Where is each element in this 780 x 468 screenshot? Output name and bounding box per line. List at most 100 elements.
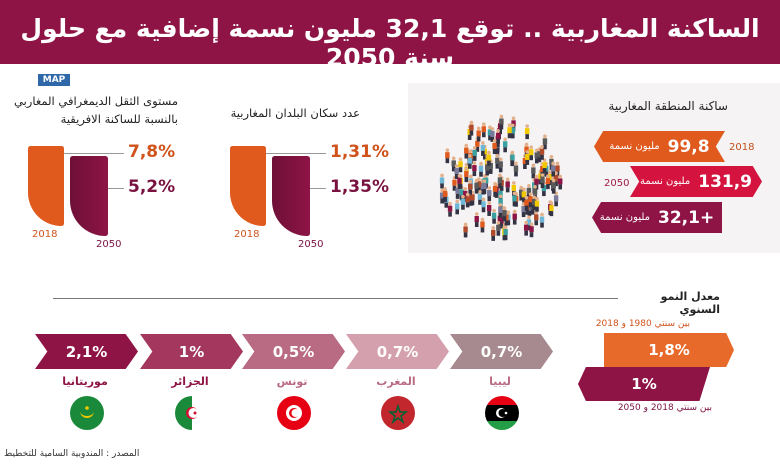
countries-chart-title: عدد سكان البلدان المغاربية [230,106,360,120]
person-icon [457,173,462,189]
region-value: 131,9 [698,171,753,192]
region-row-2050: 131,9 مليون نسمة [630,166,762,197]
libya-flag-icon [485,396,519,430]
growth-title: معدل النمو السنوي [660,290,720,316]
person-icon [439,173,445,189]
page-title: الساكنة المغاربية .. توقع 32,1 مليون نسم… [20,14,760,72]
person-icon [481,197,486,213]
person-icon [558,174,563,190]
person-icon [549,201,554,217]
leader-line [266,153,326,154]
person-icon [510,123,515,139]
country-name: تونس [276,375,308,388]
person-icon [468,179,473,195]
person-icon [524,124,530,140]
person-icon [539,145,545,160]
year-label: 2018 [234,229,260,240]
weight-chart-title: مستوى الثقل الديمغرافي المغاربي بالنسبة … [0,92,178,128]
person-icon [553,191,559,207]
person-icon [442,187,448,202]
person-icon [539,212,545,228]
person-icon [521,187,527,203]
person-icon [486,150,492,166]
person-icon [545,174,551,190]
person-icon [477,189,483,205]
year-label: 2050 [298,239,324,250]
person-icon [472,146,477,161]
person-icon [458,157,463,173]
person-icon [510,150,515,166]
person-icon [502,137,508,153]
person-icon [451,156,456,172]
country-name: موريتانيا [62,375,108,388]
person-icon [492,139,497,154]
person-icon [540,173,545,189]
person-icon [497,173,503,189]
person-icon [518,185,524,201]
person-icon [486,201,492,216]
person-icon [495,153,500,169]
tunisia-flag-icon [277,396,311,430]
country-name: المغرب [376,375,416,388]
source-note: المصدر : المندوبية السامية للتخطيط [4,449,140,459]
country-name: الجزائر [171,375,209,388]
person-icon [523,220,529,236]
person-icon [528,192,533,208]
person-icon [474,178,479,194]
person-icon [463,222,468,238]
person-icon [460,194,466,210]
person-icon [526,215,532,231]
period-label: بين سنتي 1980 و 2018 [595,319,690,329]
weight-title-line2: بالنسبة للساكنة الافريقية [60,112,178,126]
person-icon [505,177,510,193]
person-icon [454,199,460,215]
person-icon [507,123,512,139]
person-icon [534,196,540,212]
person-icon [472,161,477,177]
mauritania-flag-icon [70,396,104,430]
morocco-flag-icon [381,396,415,430]
person-icon [464,143,469,159]
crowd-illustration [439,114,563,241]
growth-chevron: 1% [140,334,243,369]
person-icon [480,141,486,156]
year-label: 2018 [32,229,58,240]
person-icon [491,208,497,224]
person-icon [465,192,470,208]
growth-chevron: 0,7% [450,334,553,369]
section-divider [53,298,618,299]
person-icon [528,145,534,161]
year-label: 2050 [96,239,122,250]
person-icon [512,209,517,225]
growth-chevron: 2,1% [35,334,138,369]
person-icon [498,157,503,173]
person-icon [490,127,495,142]
region-year: 2018 [729,142,755,153]
person-icon [525,150,530,165]
weight-bar-2018 [28,146,64,226]
person-icon [524,195,529,211]
region-unit: مليون نسمة [599,212,651,223]
country-name: ليبيا [489,375,511,388]
person-icon [495,129,501,144]
person-icon [454,164,459,180]
header-band [0,0,780,64]
algeria-flag-icon [175,396,209,430]
person-icon [469,120,474,136]
person-icon [496,220,501,236]
person-icon [503,225,508,241]
person-icon [531,163,536,179]
person-icon [481,122,487,138]
leader-line [310,188,326,189]
weight-value-2018: 7,8% [128,142,176,162]
person-icon [551,178,556,194]
person-icon [534,210,539,226]
countries-bar-2018 [230,146,266,226]
person-icon [478,161,484,177]
person-icon [542,134,548,150]
period-label: بين سنتي 2018 و 2050 [617,403,712,413]
weight-title-line1: مستوى الثقل الديمغرافي المغاربي [14,94,178,108]
region-unit: مليون نسمة [640,176,691,187]
person-icon [490,226,496,241]
growth-chevron: 0,7% [346,334,449,369]
